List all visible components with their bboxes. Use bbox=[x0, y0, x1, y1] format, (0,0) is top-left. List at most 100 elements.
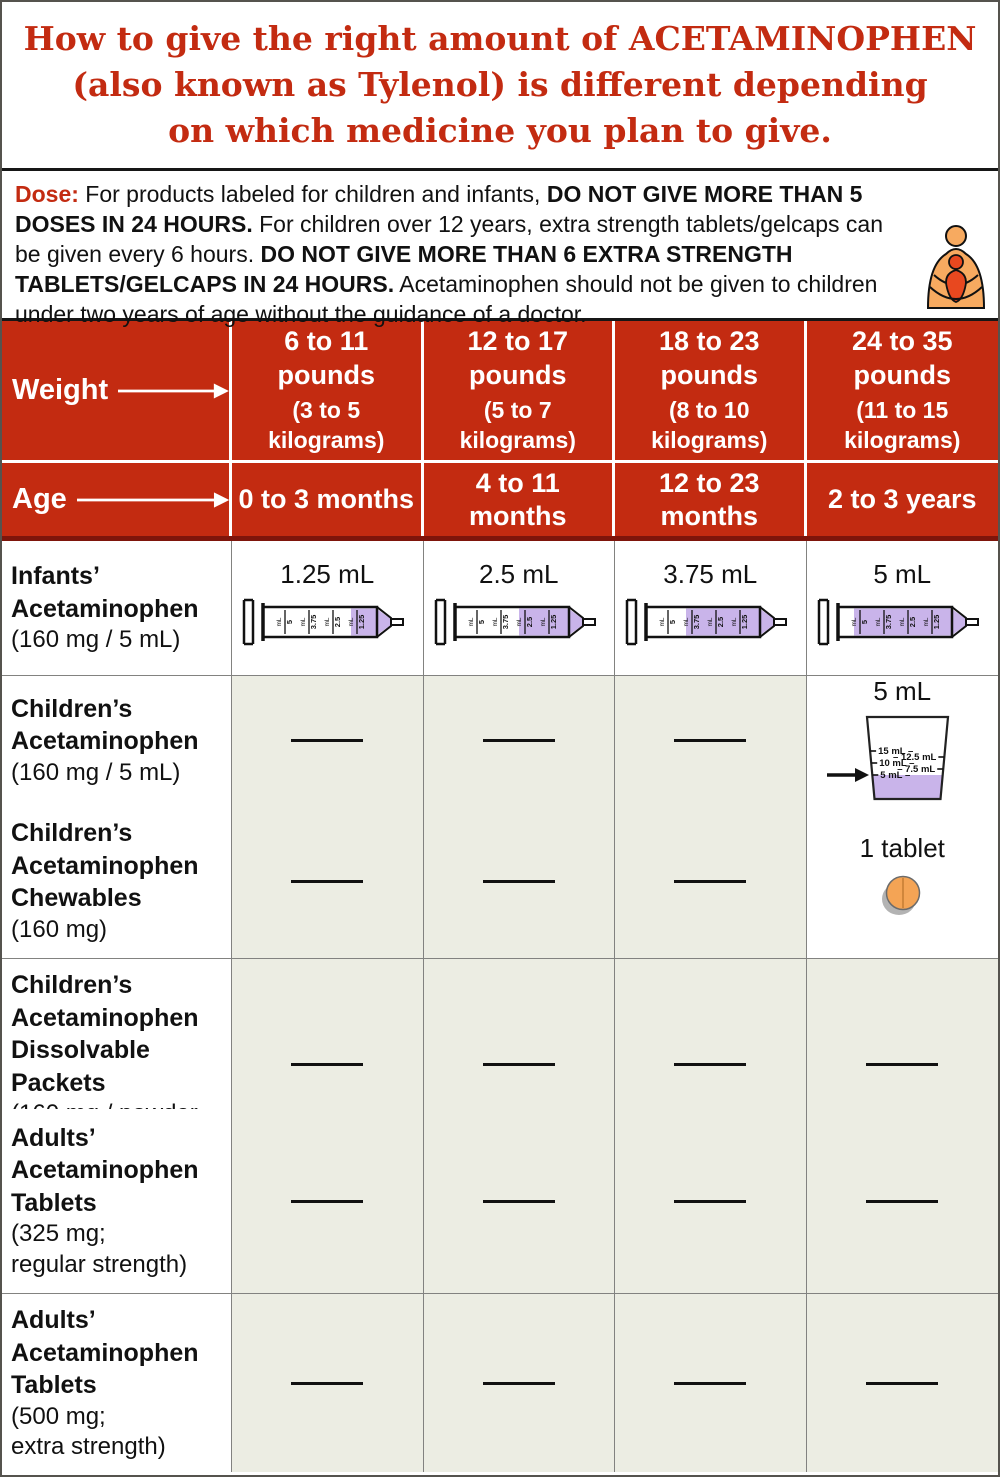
parent-holding-child-icon bbox=[926, 225, 986, 309]
no-dose-dash bbox=[291, 1381, 364, 1385]
strength-note-line: (500 mg; bbox=[11, 1402, 106, 1430]
svg-text:1.25: 1.25 bbox=[549, 615, 558, 630]
weight-range: 6 to 11 pounds bbox=[278, 325, 375, 393]
no-dose-dash bbox=[674, 879, 747, 883]
no-dose-dash bbox=[482, 1381, 555, 1385]
age-column-header: 4 to 11 months bbox=[423, 463, 615, 536]
svg-text:mL: mL bbox=[731, 617, 738, 626]
svg-text:3.75: 3.75 bbox=[501, 615, 510, 630]
svg-text:mL: mL bbox=[923, 617, 930, 626]
no-dose-dash bbox=[674, 739, 747, 742]
table-row: Children’s Acetaminophen Dissolvable Packe… bbox=[2, 959, 998, 1171]
tablet-wrap bbox=[873, 866, 931, 929]
syringe-wrap: 5 mL 3.75 mL 2.5 mL 1.25 mL bbox=[239, 592, 415, 657]
age-column-header: 0 to 3 months bbox=[232, 463, 424, 536]
svg-text:5: 5 bbox=[477, 620, 486, 624]
age-label: Age bbox=[12, 483, 67, 515]
kilograms-range: (3 to 5 kilograms) bbox=[268, 396, 384, 456]
svg-text:mL: mL bbox=[899, 617, 906, 626]
no-dose-dash bbox=[482, 879, 555, 883]
age-range: 12 to 23 months bbox=[659, 467, 760, 532]
weight-range-line: pounds bbox=[469, 360, 567, 391]
product-name-line: Infants’ bbox=[11, 562, 100, 591]
age-range-line: months bbox=[469, 500, 567, 531]
svg-text:3.75: 3.75 bbox=[309, 615, 318, 630]
svg-text:2.5: 2.5 bbox=[908, 617, 917, 627]
product-name-line: Children’s bbox=[11, 971, 133, 999]
svg-text:mL: mL bbox=[516, 617, 523, 626]
right-arrow-icon bbox=[76, 491, 229, 508]
no-dose-dash bbox=[866, 1199, 939, 1203]
svg-text:mL: mL bbox=[707, 617, 714, 626]
product-name-line: Dissolvable Packets bbox=[11, 1036, 150, 1097]
dose-text-segment: DO NOT GIVE MORE THAN 5 DOSES IN 24 HOUR… bbox=[15, 181, 863, 237]
weight-label-cell: Weight bbox=[2, 321, 232, 460]
svg-text:15 mL –: 15 mL – bbox=[878, 746, 913, 757]
syringe-wrap: 5 mL 3.75 mL 2.5 mL 1.25 mL bbox=[622, 592, 798, 657]
svg-text:2.5: 2.5 bbox=[716, 617, 725, 627]
product-name-line: Acetaminophen bbox=[11, 594, 199, 623]
weight-range-line: pounds bbox=[853, 360, 951, 391]
age-range: 2 to 3 years bbox=[828, 483, 977, 515]
svg-text:2.5: 2.5 bbox=[333, 617, 342, 627]
dose-text-segment: DO NOT GIVE MORE THAN 6 EXTRA STRENGTH T… bbox=[15, 240, 793, 297]
kilograms-range-line: (8 to 10 bbox=[668, 396, 750, 423]
dose-amount-label: 5 mL bbox=[873, 559, 932, 589]
age-range: 4 to 11 months bbox=[469, 467, 567, 532]
no-dose-dash bbox=[674, 1199, 747, 1203]
no-dose-dash bbox=[291, 879, 364, 883]
dose-text-segment: Acetaminophen should not be given to chi… bbox=[15, 270, 878, 327]
svg-text:mL: mL bbox=[875, 617, 882, 626]
dose-text-segment: For products labeled for children and in… bbox=[78, 181, 547, 207]
dose-cell bbox=[806, 1109, 998, 1294]
right-arrow-icon bbox=[118, 382, 229, 399]
syringe-wrap: 5 mL 3.75 mL 2.5 mL 1.25 mL bbox=[814, 592, 990, 657]
age-column-header: 2 to 3 years bbox=[806, 463, 998, 536]
product-name-line: Tablets bbox=[11, 1188, 97, 1217]
dosing-table-body: Infants’ Acetaminophen (160 mg / 5 mL) 1.25… bbox=[2, 541, 998, 1473]
kilograms-range: (8 to 10 kilograms) bbox=[651, 396, 767, 456]
weight-column-header: 6 to 11 pounds (3 to 5 kilograms) bbox=[232, 321, 424, 460]
weight-column-header: 12 to 17 pounds (5 to 7 kilograms) bbox=[423, 321, 615, 460]
svg-text:mL: mL bbox=[492, 617, 499, 626]
product-label-cell: Adults’ Acetaminophen Tablets (325 mg; regul… bbox=[2, 1109, 232, 1294]
kilograms-range-line: (11 to 15 bbox=[856, 396, 949, 423]
dose-note: Dose: For products labeled for children … bbox=[2, 168, 998, 327]
dose-text-segment: For children over 12 years, extra streng… bbox=[15, 210, 883, 267]
dose-text: Dose: For products labeled for children … bbox=[15, 180, 902, 329]
svg-text:10 mL –: 10 mL – bbox=[879, 758, 914, 769]
svg-text:1.25: 1.25 bbox=[932, 615, 941, 630]
dose-text-segment: Dose: bbox=[15, 181, 79, 207]
svg-text:mL: mL bbox=[683, 617, 690, 626]
kilograms-range-line: kilograms) bbox=[651, 426, 768, 453]
weight-range-line: pounds bbox=[660, 360, 758, 391]
strength-note-line: regular strength) bbox=[11, 1250, 188, 1278]
dose-cell: 1.25 mL 5 mL 3.75 mL 2.5 mL 1.25 mL bbox=[232, 541, 424, 676]
product-name-line: Tablets bbox=[11, 1371, 97, 1399]
product-name-line: Adults’ bbox=[11, 1306, 96, 1334]
weight-range-line: 24 to 35 bbox=[851, 326, 953, 357]
cup-wrap: 15 mL –10 mL –5 mL – – 12.5 mL – 7.5 mL bbox=[823, 709, 981, 805]
age-range-line: 2 to 3 years bbox=[827, 484, 977, 515]
weight-label: Weight bbox=[12, 374, 109, 406]
svg-text:1.25: 1.25 bbox=[357, 615, 366, 630]
dose-cell: 3.75 mL 5 mL 3.75 mL 2.5 mL 1.25 mL bbox=[615, 541, 807, 676]
weight-range: 24 to 35 pounds bbox=[852, 325, 953, 393]
no-dose-dash bbox=[291, 1062, 364, 1066]
kilograms-range-line: (3 to 5 bbox=[292, 396, 361, 423]
product-name-line: Adults’ bbox=[11, 1123, 96, 1152]
svg-text:1.25: 1.25 bbox=[740, 615, 749, 630]
dose-cell bbox=[423, 1109, 615, 1294]
product-name-line: Acetaminophen bbox=[11, 851, 199, 880]
dose-cell bbox=[423, 804, 615, 959]
weight-range-line: 18 to 23 bbox=[658, 326, 760, 357]
age-range-line: 12 to 23 bbox=[658, 468, 760, 499]
dose-cell bbox=[423, 676, 615, 806]
no-dose-dash bbox=[482, 739, 555, 742]
weight-range-line: 6 to 11 bbox=[284, 326, 369, 357]
age-range-line: 4 to 11 bbox=[475, 468, 560, 499]
